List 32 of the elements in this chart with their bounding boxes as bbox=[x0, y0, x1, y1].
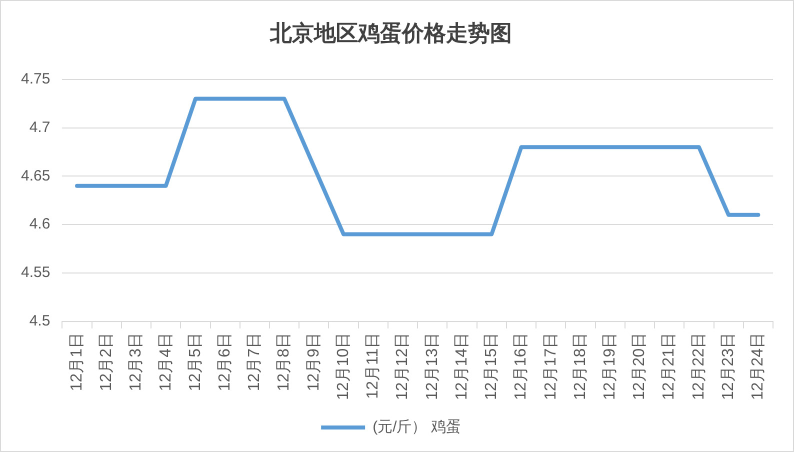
x-tick-label: 12月5日 bbox=[186, 332, 204, 392]
y-tick-label: 4.65 bbox=[20, 167, 50, 184]
x-tick-label: 12月7日 bbox=[246, 332, 264, 392]
x-tick-label: 12月15日 bbox=[483, 332, 500, 400]
x-tick-label: 12月22日 bbox=[690, 332, 708, 400]
x-tick-label: 12月6日 bbox=[216, 332, 234, 392]
y-tick-label: 4.55 bbox=[20, 264, 50, 282]
x-tick-label: 12月10日 bbox=[334, 332, 352, 400]
x-tick-label: 12月23日 bbox=[720, 332, 737, 400]
x-tick-label: 12月21日 bbox=[660, 332, 678, 400]
x-tick-label: 12月2日 bbox=[98, 332, 116, 392]
chart-title: 北京地区鸡蛋价格走势图 bbox=[269, 20, 512, 46]
y-tick-label: 4.5 bbox=[29, 312, 50, 330]
y-tick-label: 4.6 bbox=[29, 216, 50, 233]
x-tick-label: 12月9日 bbox=[305, 332, 322, 392]
x-tick-label: 12月12日 bbox=[394, 332, 412, 400]
x-tick-label: 12月1日 bbox=[68, 332, 86, 392]
y-tick-label: 4.75 bbox=[20, 70, 50, 88]
x-tick-label: 12月8日 bbox=[276, 332, 293, 392]
x-tick-label: 12月11日 bbox=[364, 332, 382, 399]
x-tick-label: 12月20日 bbox=[631, 332, 648, 400]
x-tick-label: 12月4日 bbox=[157, 332, 174, 392]
y-tick-label: 4.7 bbox=[29, 118, 50, 136]
x-tick-label: 12月17日 bbox=[542, 332, 560, 400]
x-tick-label: 12月24日 bbox=[750, 332, 767, 400]
x-tick-label: 12月3日 bbox=[128, 332, 145, 392]
x-tick-label: 12月13日 bbox=[424, 332, 441, 400]
legend-label: (元/斤） 鸡蛋 bbox=[372, 418, 461, 436]
x-tick-label: 12月14日 bbox=[453, 332, 470, 400]
x-tick-label: 12月16日 bbox=[512, 332, 530, 400]
x-tick-label: 12月18日 bbox=[572, 332, 589, 400]
x-tick-label: 12月19日 bbox=[602, 332, 619, 400]
